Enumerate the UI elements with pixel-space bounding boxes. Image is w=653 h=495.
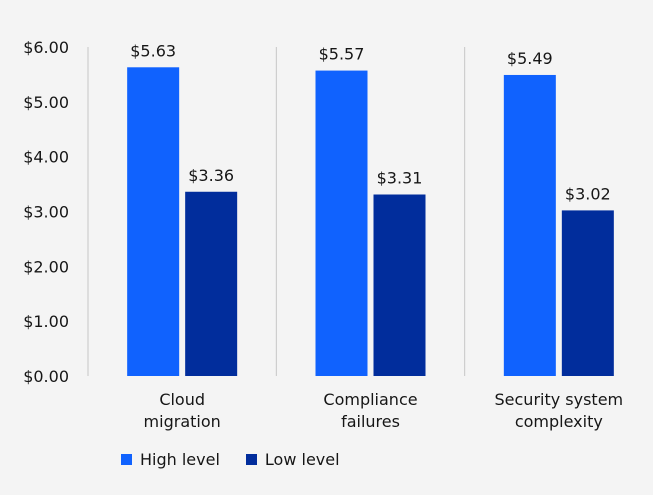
bar bbox=[127, 67, 180, 376]
y-tick-label: $4.00 bbox=[23, 148, 69, 167]
bar bbox=[373, 194, 426, 376]
category-separators bbox=[87, 47, 466, 376]
legend-item-low: Low level bbox=[245, 450, 340, 469]
data-label: $5.49 bbox=[507, 49, 553, 68]
data-label: $3.36 bbox=[188, 166, 234, 185]
bar bbox=[503, 74, 556, 376]
data-label: $3.31 bbox=[377, 169, 423, 188]
legend-label-low: Low level bbox=[264, 450, 340, 469]
y-axis: $0.00 $1.00 $2.00 $3.00 $4.00 $5.00 $6.00 bbox=[23, 38, 69, 386]
legend-label-high: High level bbox=[140, 450, 220, 469]
legend-swatch-high bbox=[121, 454, 132, 465]
y-tick-label: $3.00 bbox=[23, 203, 69, 222]
y-tick-label: $5.00 bbox=[23, 93, 69, 112]
x-category-label: Compliance failures bbox=[323, 390, 417, 431]
legend: High level Low level bbox=[121, 450, 366, 469]
data-label: $5.63 bbox=[130, 41, 176, 60]
bar bbox=[315, 70, 368, 376]
bars bbox=[127, 67, 614, 376]
legend-swatch-low bbox=[245, 454, 257, 465]
y-tick-label: $1.00 bbox=[23, 312, 69, 331]
data-label: $5.57 bbox=[319, 45, 365, 64]
x-category-label: Security system complexity bbox=[495, 390, 624, 431]
y-tick-label: $6.00 bbox=[23, 38, 69, 57]
bar bbox=[561, 210, 614, 376]
y-tick-label: $0.00 bbox=[23, 367, 69, 386]
y-tick-label: $2.00 bbox=[23, 257, 69, 276]
x-category-label: Cloud migration bbox=[144, 390, 221, 431]
data-labels: $5.63 $3.36 $5.57 $3.31 $5.49 $3.02 bbox=[130, 41, 610, 203]
bar bbox=[185, 191, 238, 376]
legend-item-high: High level bbox=[121, 450, 220, 469]
category-labels: Cloud migration Compliance failures Security… bbox=[144, 390, 624, 431]
data-label: $3.02 bbox=[565, 184, 611, 203]
